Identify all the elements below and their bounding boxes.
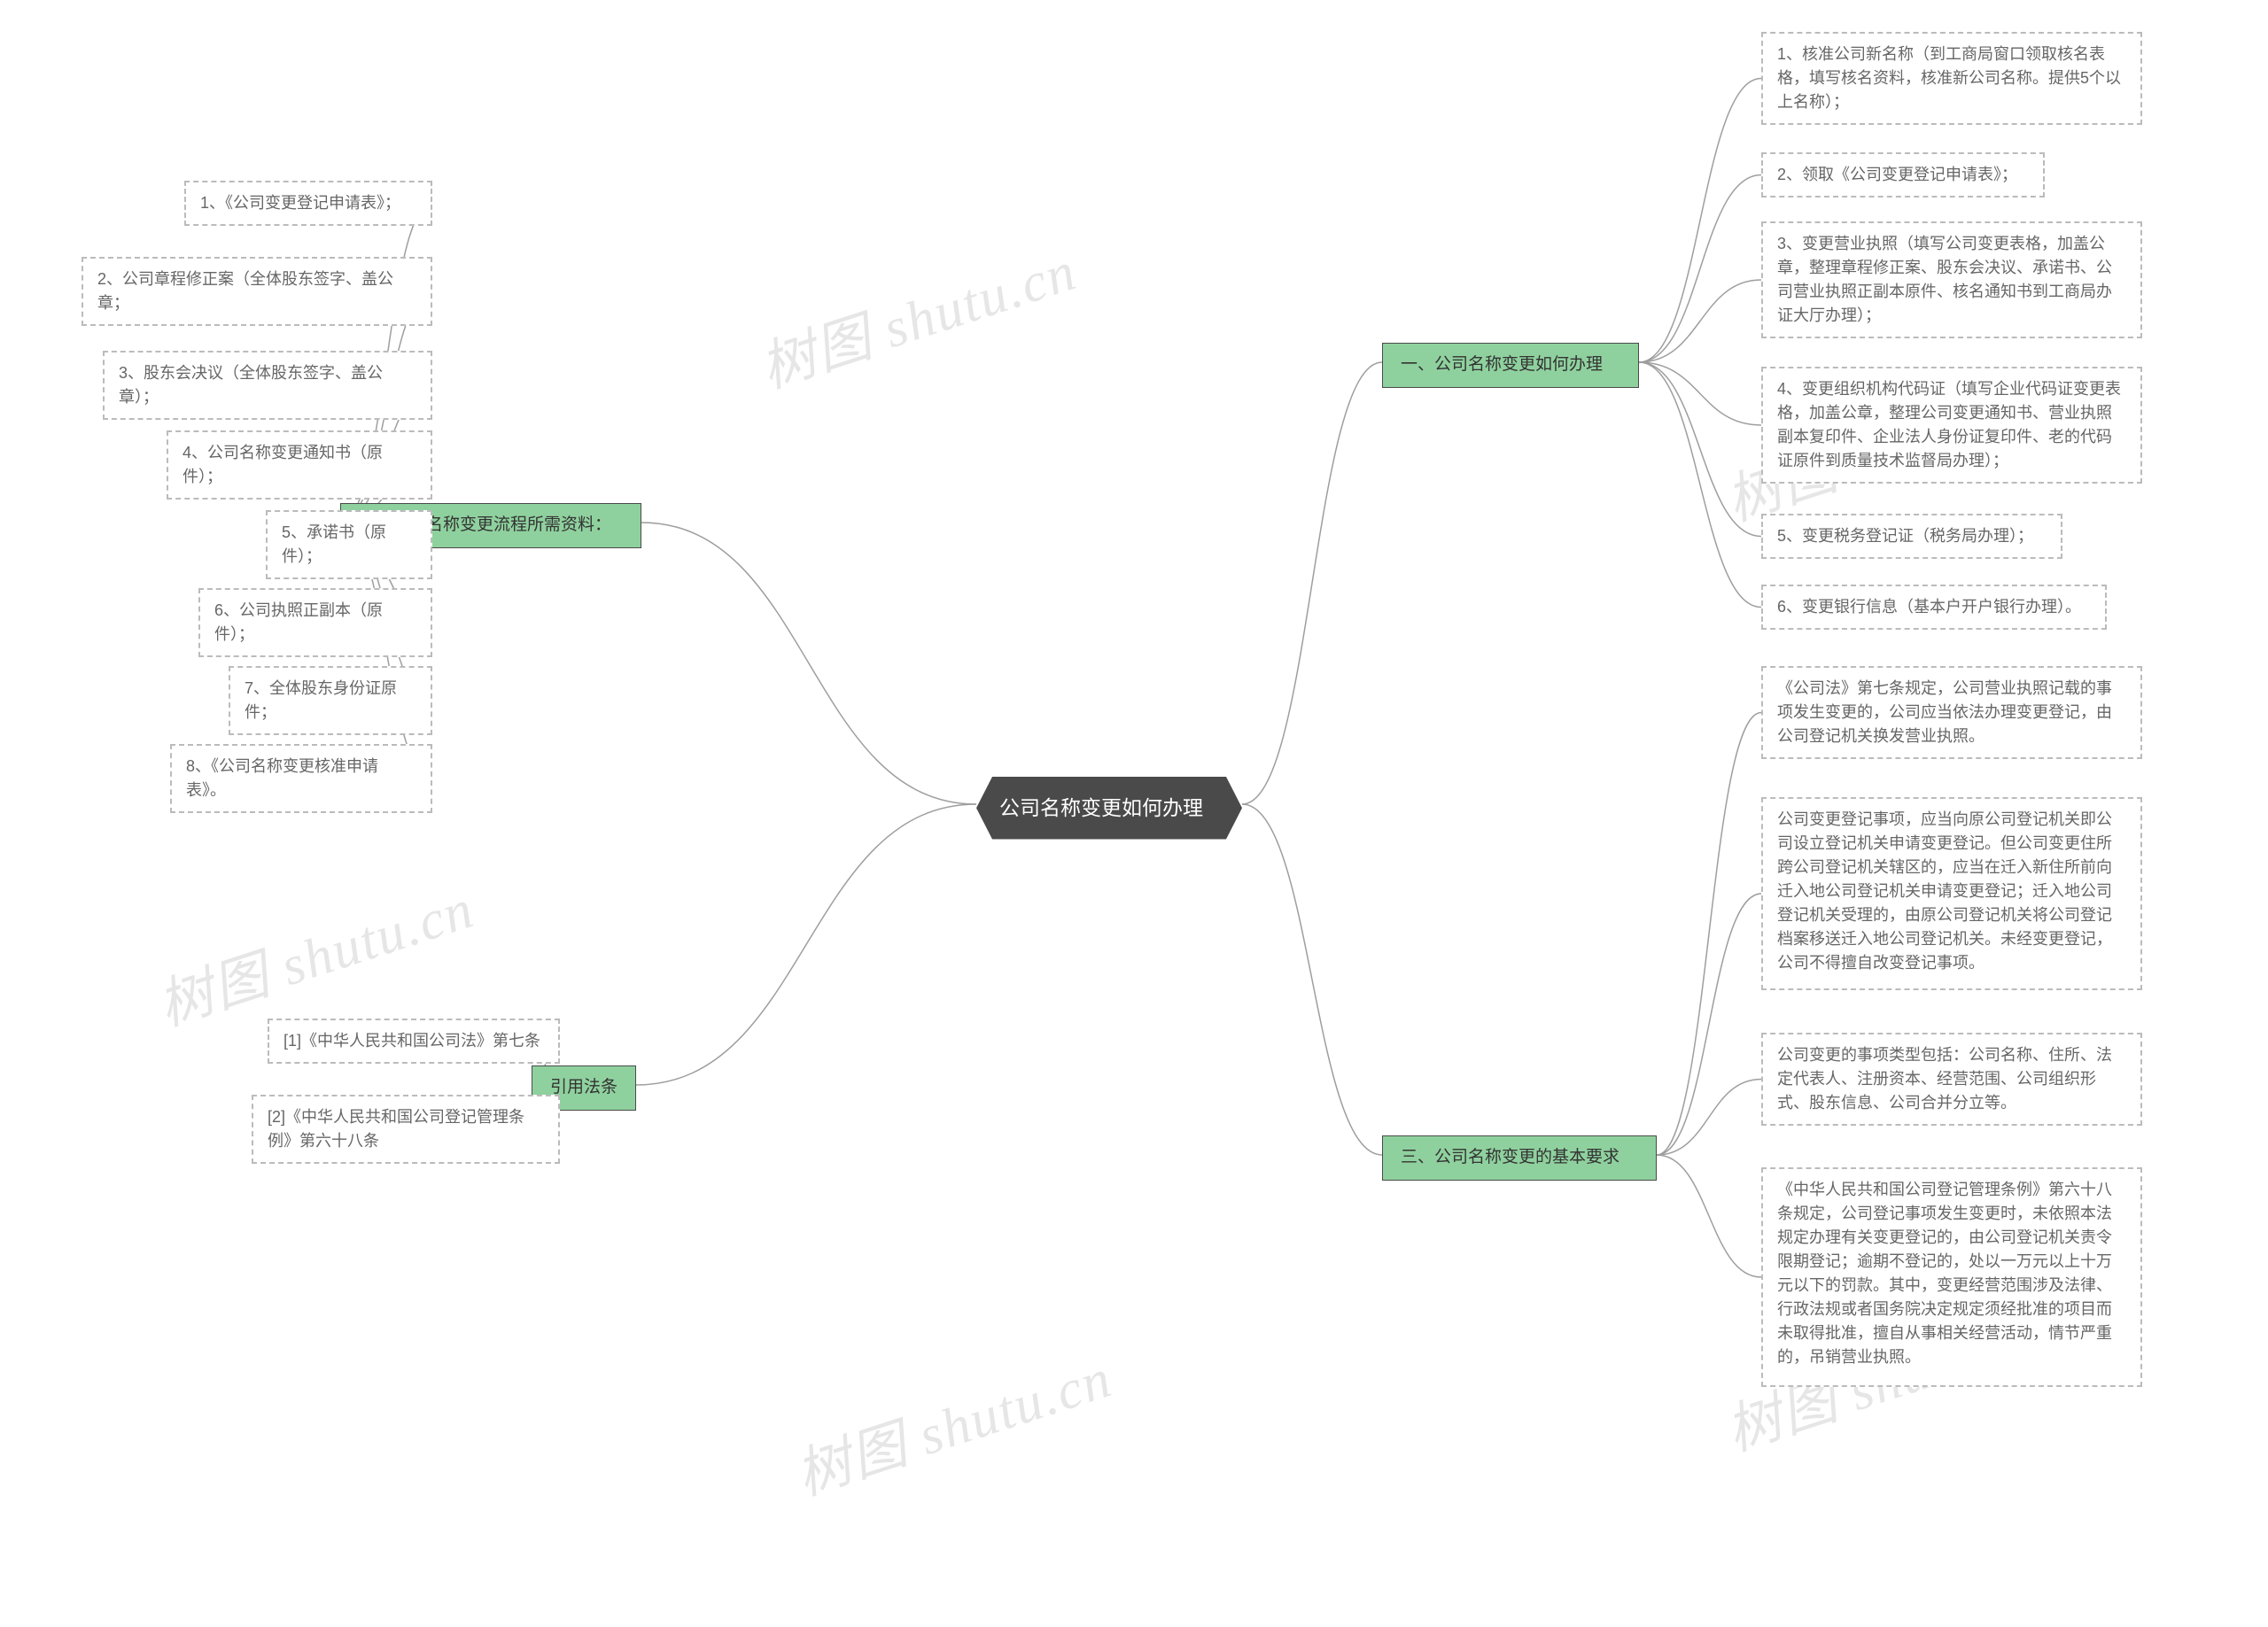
leaf-node: 1、《公司变更登记申请表》； — [184, 181, 432, 226]
leaf-node: 5、承诺书（原件）； — [266, 510, 432, 579]
leaf-node: 1、核准公司新名称（到工商局窗口领取核名表格，填写核名资料，核准新公司名称。提供… — [1761, 32, 2142, 125]
leaf-node: 4、变更组织机构代码证（填写企业代码证变更表格，加盖公章，整理公司变更通知书、营… — [1761, 367, 2142, 484]
leaf-node: 7、全体股东身份证原件； — [229, 666, 432, 735]
leaf-node: 《中华人民共和国公司登记管理条例》第六十八条规定，公司登记事项发生变更时，未依照… — [1761, 1167, 2142, 1387]
leaf-node: 4、公司名称变更通知书（原件）； — [167, 430, 432, 500]
watermark: 树图 shutu.cn — [749, 226, 1085, 403]
leaf-node: 《公司法》第七条规定，公司营业执照记载的事项发生变更的，公司应当依法办理变更登记… — [1761, 666, 2142, 759]
leaf-node: 3、变更营业执照（填写公司变更表格，加盖公章，整理章程修正案、股东会决议、承诺书… — [1761, 221, 2142, 338]
leaf-node: 3、股东会决议（全体股东签字、盖公章）； — [103, 351, 432, 420]
leaf-node: [2]《中华人民共和国公司登记管理条例》第六十八条 — [252, 1095, 560, 1164]
leaf-node: 公司变更登记事项，应当向原公司登记机关即公司设立登记机关申请变更登记。但公司变更… — [1761, 797, 2142, 990]
leaf-node: 8、《公司名称变更核准申请表》。 — [170, 744, 432, 813]
watermark: 树图 shutu.cn — [784, 1333, 1121, 1510]
leaf-node: 公司变更的事项类型包括：公司名称、住所、法定代表人、注册资本、经营范围、公司组织… — [1761, 1033, 2142, 1126]
branch-node: 三、公司名称变更的基本要求 — [1382, 1135, 1657, 1181]
watermark: 树图 shutu.cn — [146, 864, 483, 1041]
root-node: 公司名称变更如何办理 — [976, 777, 1242, 840]
leaf-node: 6、公司执照正副本（原件）； — [198, 588, 432, 657]
leaf-node: 2、领取《公司变更登记申请表》； — [1761, 152, 2045, 198]
leaf-node: 5、变更税务登记证（税务局办理）； — [1761, 514, 2062, 559]
leaf-node: [1]《中华人民共和国公司法》第七条 — [268, 1019, 560, 1064]
leaf-node: 6、变更银行信息（基本户开户银行办理）。 — [1761, 585, 2107, 630]
branch-node: 一、公司名称变更如何办理 — [1382, 343, 1639, 388]
leaf-node: 2、公司章程修正案（全体股东签字、盖公章； — [82, 257, 432, 326]
